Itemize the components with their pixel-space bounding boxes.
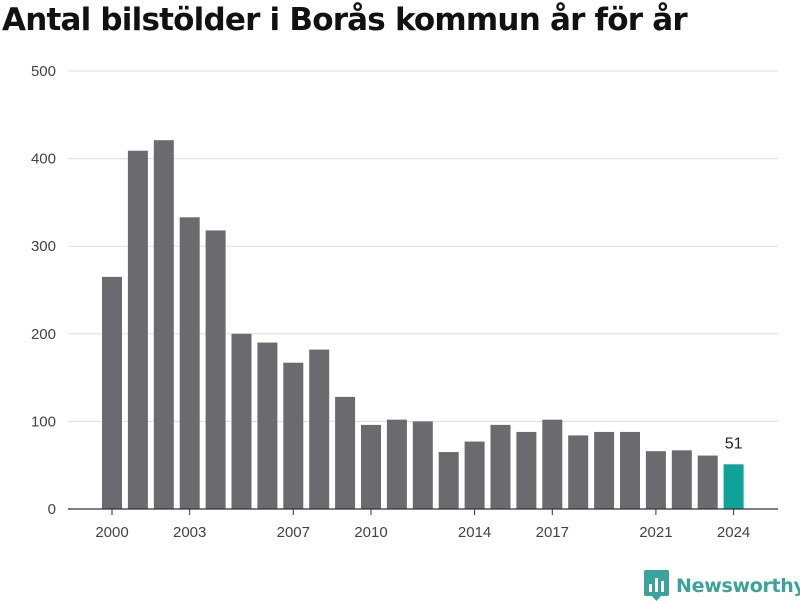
y-tick-label-300: 300: [31, 238, 56, 255]
bar-2012: [412, 421, 433, 509]
y-tick-label-400: 400: [31, 151, 56, 168]
bar-2017: [542, 419, 563, 509]
x-tick-label-2017: 2017: [536, 524, 569, 541]
x-axis: 2000 2003 2007 2010 2014 2017 2021 2024: [68, 508, 778, 541]
bar-2010: [361, 424, 381, 509]
bar-2013: [438, 452, 459, 509]
x-tick-label-2000: 2000: [95, 524, 128, 541]
bar-2020: [620, 431, 640, 509]
bar-2016: [516, 431, 537, 509]
y-tick-label-0: 0: [48, 501, 56, 518]
newsworthy-logo[interactable]: Newsworthy: [644, 570, 800, 601]
bar-2007: [283, 362, 304, 509]
chart-title: Antal bilstölder i Borås kommun år för å…: [2, 2, 688, 38]
y-axis-labels: 0 100 200 300 400 500: [31, 63, 56, 518]
newsworthy-logo-icon: [644, 570, 669, 601]
grid-lines: [68, 70, 778, 422]
bar-2022: [671, 450, 692, 509]
bar-2001: [127, 150, 148, 509]
bar-2008: [309, 349, 330, 509]
bar-2009: [335, 396, 356, 509]
bar-2021: [645, 451, 666, 509]
bar-2005: [231, 333, 252, 509]
bar-2002: [153, 140, 174, 510]
newsworthy-logo-text: Newsworthy: [676, 574, 800, 597]
x-tick-label-2007: 2007: [277, 524, 310, 541]
x-tick-label-2024: 2024: [717, 524, 750, 541]
bar-2000: [102, 276, 122, 509]
data-label-2024: 51: [725, 435, 743, 452]
bars: [102, 140, 744, 510]
bar-2014: [464, 441, 485, 509]
y-tick-label-200: 200: [31, 326, 56, 343]
bar-2004: [205, 230, 226, 509]
bar-2019: [594, 431, 615, 509]
x-tick-label-2010: 2010: [354, 524, 387, 541]
x-tick-label-2014: 2014: [458, 524, 491, 541]
bar-2023: [697, 455, 718, 509]
bar-2015: [490, 424, 511, 509]
bar-2003: [179, 217, 200, 510]
bar-2011: [386, 419, 407, 509]
bar-2006: [257, 342, 278, 509]
y-tick-label-500: 500: [31, 63, 56, 80]
annotations: 51: [725, 435, 743, 452]
y-tick-label-100: 100: [31, 413, 56, 430]
x-tick-label-2021: 2021: [639, 524, 672, 541]
bar-2018: [568, 435, 589, 509]
bar-2024: [723, 464, 744, 509]
x-tick-label-2003: 2003: [173, 524, 206, 541]
